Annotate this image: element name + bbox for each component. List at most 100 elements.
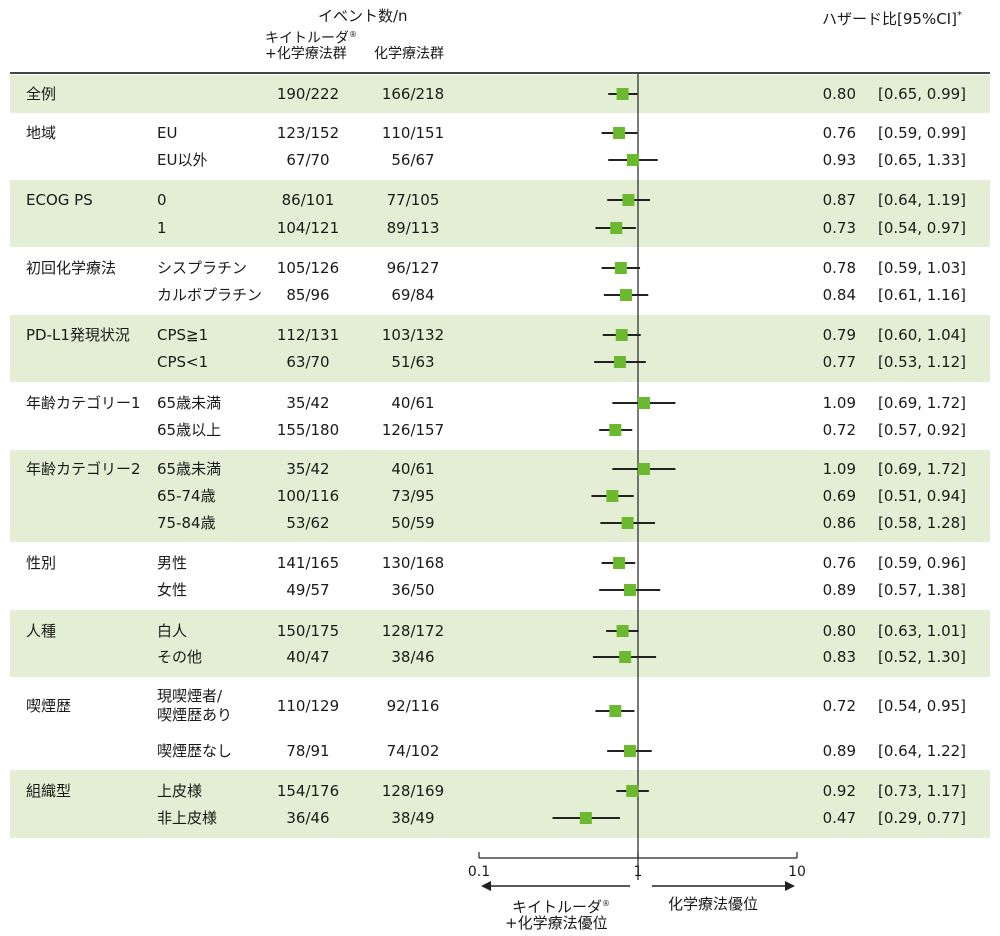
pembro-events: 154/176	[276, 782, 340, 800]
band-pdl1	[10, 315, 990, 382]
band-race	[10, 610, 990, 677]
favors-chemo-arrowhead	[785, 881, 795, 891]
band-histology	[10, 770, 990, 838]
pembro-events: 141/165	[276, 554, 340, 572]
confidence-interval: [0.59, 0.96]	[878, 554, 967, 572]
favors-pembro-text: キイトルーダ	[512, 898, 603, 916]
subgroup-label: CPS<1	[157, 353, 209, 371]
pembro-events: 86/101	[281, 191, 335, 209]
pembro-events: 150/175	[276, 622, 340, 640]
hazard-ratio-value: 0.73	[822, 219, 856, 237]
subgroup-label: 女性	[157, 581, 188, 599]
chemo-events: 110/151	[381, 124, 445, 142]
hr-marker	[609, 705, 622, 717]
pembro-events: 104/121	[276, 219, 340, 237]
pembro-events: 100/116	[276, 487, 340, 505]
subgroup-label: 男性	[157, 554, 188, 572]
confidence-interval: [0.29, 0.77]	[878, 809, 967, 827]
confidence-interval: [0.51, 0.94]	[878, 487, 967, 505]
pembro-events: 67/70	[286, 151, 330, 169]
hazard-ratio-value: 0.47	[822, 809, 856, 827]
chemo-events: 40/61	[391, 394, 435, 412]
chemo-events: 92/116	[386, 697, 440, 715]
hr-marker	[613, 356, 626, 368]
pembro-events: 40/47	[286, 648, 330, 666]
chemo-events: 36/50	[391, 581, 435, 599]
subgroup-label: 75-84歳	[157, 514, 216, 532]
hazard-ratio-header: ハザード比[95%CI]*	[822, 8, 962, 27]
pembro-events: 78/91	[286, 742, 330, 760]
group-label: 組織型	[26, 782, 72, 800]
confidence-interval: [0.58, 1.28]	[878, 514, 967, 532]
registered-mark: ®	[349, 30, 357, 39]
band-ecog	[10, 180, 990, 247]
confidence-interval: [0.69, 1.72]	[878, 394, 967, 412]
hazard-ratio-value: 0.69	[822, 487, 856, 505]
band-age2	[10, 450, 990, 542]
group-label: ECOG PS	[26, 191, 93, 209]
subgroup-label: 65歳未満	[157, 460, 222, 478]
group-label: 全例	[26, 85, 57, 103]
subgroup-label: CPS≧1	[157, 326, 209, 344]
hazard-ratio-value: 0.89	[822, 581, 856, 599]
table-top-rule	[10, 72, 990, 74]
chemo-events: 51/63	[391, 353, 435, 371]
pembro-column-header-line1: キイトルーダ®	[265, 27, 357, 47]
chemo-events: 89/113	[386, 219, 440, 237]
chemo-events: 103/132	[381, 326, 445, 344]
group-label: 地域	[26, 124, 57, 142]
confidence-interval: [0.57, 1.38]	[878, 581, 967, 599]
chemo-column-header: 化学療法群	[374, 46, 444, 62]
confidence-interval: [0.59, 1.03]	[878, 259, 967, 277]
hazard-ratio-value: 0.80	[822, 85, 856, 103]
subgroup-label: EU	[157, 124, 178, 142]
hr-marker	[623, 745, 636, 757]
hr-marker	[621, 517, 634, 529]
group-label: 年齢カテゴリー1	[26, 394, 141, 412]
pembro-events: 85/96	[286, 286, 330, 304]
hr-marker	[622, 194, 635, 206]
hazard-ratio-value: 0.92	[822, 782, 856, 800]
hr-marker	[616, 625, 629, 637]
confidence-interval: [0.73, 1.17]	[878, 782, 967, 800]
chemo-events: 74/102	[386, 742, 440, 760]
hazard-ratio-value: 0.87	[822, 191, 856, 209]
group-label: 年齢カテゴリー2	[26, 460, 141, 478]
hazard-ratio-value: 0.72	[822, 421, 856, 439]
group-label: 初回化学療法	[26, 259, 117, 277]
hr-marker	[619, 651, 632, 663]
hazard-ratio-value: 0.76	[822, 124, 856, 142]
confidence-interval: [0.54, 0.95]	[878, 697, 967, 715]
chemo-events: 73/95	[391, 487, 435, 505]
hazard-ratio-footnote-mark: *	[956, 10, 962, 21]
pembro-events: 35/42	[286, 394, 330, 412]
subgroup-label-line2: 喫煙歴あり	[157, 706, 233, 724]
confidence-interval: [0.53, 1.12]	[878, 353, 967, 371]
chemo-events: 130/168	[381, 554, 445, 572]
pembro-events: 155/180	[276, 421, 340, 439]
hazard-ratio-value: 0.93	[822, 151, 856, 169]
pembro-column-header-text: キイトルーダ	[265, 30, 349, 47]
subgroup-label: 65歳以上	[157, 421, 222, 439]
events-header: イベント数/n	[318, 7, 408, 25]
hr-marker	[637, 463, 650, 475]
chemo-events: 69/84	[391, 286, 435, 304]
favors-pembro-arrowhead	[481, 881, 491, 891]
pembro-events: 36/46	[286, 809, 330, 827]
confidence-interval: [0.57, 0.92]	[878, 421, 967, 439]
hr-marker	[615, 329, 628, 341]
chemo-events: 50/59	[391, 514, 435, 532]
chemo-events: 128/169	[381, 782, 445, 800]
subgroup-label: その他	[157, 648, 203, 666]
subgroup-label: カルボプラチン	[157, 286, 263, 304]
hazard-ratio-value: 0.72	[822, 697, 856, 715]
confidence-interval: [0.59, 0.99]	[878, 124, 967, 142]
hr-marker	[579, 812, 592, 824]
hr-marker	[616, 88, 629, 100]
subgroup-label: 1	[157, 219, 167, 237]
chemo-events: 56/67	[391, 151, 435, 169]
subgroup-label: 65-74歳	[157, 487, 216, 505]
group-label: 人種	[26, 622, 57, 640]
